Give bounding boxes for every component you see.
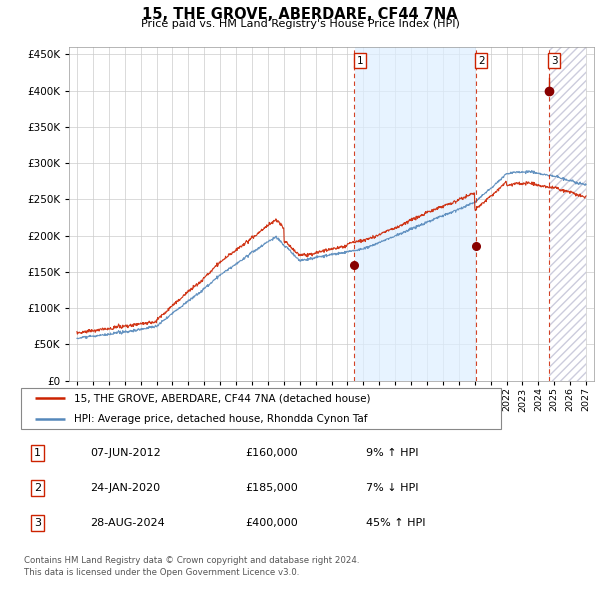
Text: 9% ↑ HPI: 9% ↑ HPI xyxy=(366,448,419,458)
Text: 1: 1 xyxy=(34,448,41,458)
Text: 15, THE GROVE, ABERDARE, CF44 7NA (detached house): 15, THE GROVE, ABERDARE, CF44 7NA (detac… xyxy=(74,394,370,404)
Text: This data is licensed under the Open Government Licence v3.0.: This data is licensed under the Open Gov… xyxy=(24,568,299,576)
FancyBboxPatch shape xyxy=(21,388,502,430)
Text: Price paid vs. HM Land Registry's House Price Index (HPI): Price paid vs. HM Land Registry's House … xyxy=(140,19,460,29)
Text: 07-JUN-2012: 07-JUN-2012 xyxy=(90,448,161,458)
Text: 24-JAN-2020: 24-JAN-2020 xyxy=(90,483,160,493)
Text: £160,000: £160,000 xyxy=(245,448,298,458)
Text: £400,000: £400,000 xyxy=(245,518,298,528)
Text: Contains HM Land Registry data © Crown copyright and database right 2024.: Contains HM Land Registry data © Crown c… xyxy=(24,556,359,565)
Text: 28-AUG-2024: 28-AUG-2024 xyxy=(90,518,165,528)
Text: 2: 2 xyxy=(478,55,484,65)
Text: £185,000: £185,000 xyxy=(245,483,298,493)
Text: 3: 3 xyxy=(34,518,41,528)
Text: 7% ↓ HPI: 7% ↓ HPI xyxy=(366,483,419,493)
Text: 45% ↑ HPI: 45% ↑ HPI xyxy=(366,518,426,528)
Text: 15, THE GROVE, ABERDARE, CF44 7NA: 15, THE GROVE, ABERDARE, CF44 7NA xyxy=(142,7,458,22)
Text: 2: 2 xyxy=(34,483,41,493)
Text: 3: 3 xyxy=(551,55,557,65)
Text: HPI: Average price, detached house, Rhondda Cynon Taf: HPI: Average price, detached house, Rhon… xyxy=(74,414,367,424)
Text: 1: 1 xyxy=(356,55,363,65)
